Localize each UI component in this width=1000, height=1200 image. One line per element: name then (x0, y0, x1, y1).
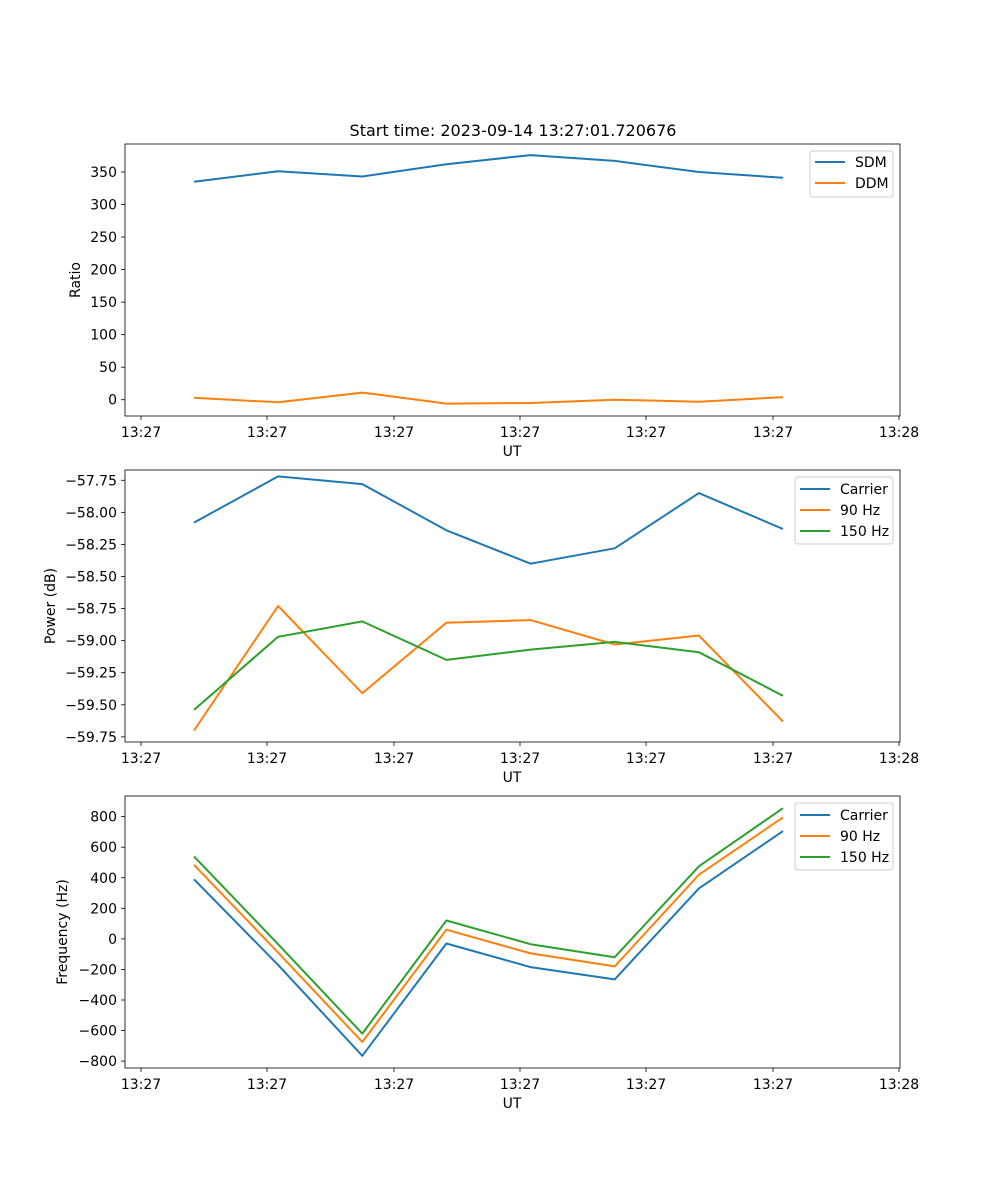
x-tick-label: 13:27 (753, 425, 793, 441)
x-tick-label: 13:27 (121, 1077, 161, 1093)
y-tick-label: −57.75 (65, 473, 117, 489)
ratio-chart-xlabel: UT (503, 444, 522, 460)
x-tick-label: 13:27 (374, 425, 414, 441)
x-tick-label: 13:27 (626, 1077, 666, 1093)
frequency-chart-ylabel: Frequency (Hz) (55, 879, 71, 985)
y-tick-label: −200 (79, 962, 117, 978)
series-line-90-hz (193, 816, 784, 1043)
frequency-chart-x-ticks: 13:27 13:27 13:27 13:27 13:27 13:27 13:2… (121, 1068, 919, 1093)
power-chart-series (193, 475, 784, 732)
ratio-chart-frame (124, 143, 901, 417)
x-tick-label: 13:27 (626, 425, 666, 441)
y-tick-label: 350 (90, 165, 117, 181)
frequency-chart-legend: Carrier 90 Hz 150 Hz (794, 802, 894, 871)
x-tick-label: 13:27 (626, 751, 666, 767)
y-tick-label: −59.00 (65, 634, 117, 650)
legend-label-carrier: Carrier (840, 482, 888, 498)
series-line-sdm (193, 154, 784, 183)
legend-label-150hz: 150 Hz (840, 524, 889, 540)
x-tick-label: 13:27 (247, 751, 287, 767)
y-tick-label: 600 (90, 840, 117, 856)
y-tick-label: −58.25 (65, 537, 117, 553)
legend-box (794, 802, 894, 871)
ratio-chart-legend: SDM DDM (809, 150, 894, 198)
legend-label-sdm: SDM (855, 155, 887, 171)
series-line-150-hz (193, 620, 784, 711)
y-tick-label: 250 (90, 230, 117, 246)
ratio-chart-y-ticks: 0 50 100 150 200 250 300 350 (90, 165, 125, 409)
ratio-chart-ylabel: Ratio (68, 262, 84, 298)
power-chart-y-ticks: −59.75 −59.50 −59.25 −59.00 −58.75 −58.50 −58.… (65, 473, 125, 746)
y-tick-label: 800 (90, 810, 117, 826)
power-chart-ylabel: Power (dB) (43, 568, 59, 644)
y-tick-label: −58.75 (65, 602, 117, 618)
x-tick-label: 13:27 (374, 751, 414, 767)
figure-title: Start time: 2023-09-14 13:27:01.720676 (350, 121, 677, 140)
power-chart-x-ticks: 13:27 13:27 13:27 13:27 13:27 13:27 13:2… (121, 742, 919, 767)
x-tick-label: 13:28 (879, 1077, 919, 1093)
y-tick-label: 400 (90, 871, 117, 887)
power-chart-xlabel: UT (503, 770, 522, 786)
y-tick-label: 150 (90, 295, 117, 311)
legend-label-150hz: 150 Hz (840, 850, 889, 866)
series-line-ddm (193, 391, 784, 405)
frequency-chart-y-ticks: −800 −600 −400 −200 0 200 400 600 800 (79, 810, 125, 1070)
y-tick-label: −59.25 (65, 666, 117, 682)
legend-label-90hz: 90 Hz (840, 503, 880, 519)
x-tick-label: 13:27 (500, 1077, 540, 1093)
x-tick-label: 13:28 (879, 425, 919, 441)
y-tick-label: 0 (108, 393, 117, 409)
y-tick-label: −58.00 (65, 505, 117, 521)
x-tick-label: 13:27 (753, 1077, 793, 1093)
frequency-chart: 13:27 13:27 13:27 13:27 13:27 13:27 13:2… (55, 795, 919, 1112)
frequency-chart-xlabel: UT (503, 1096, 522, 1112)
x-tick-label: 13:27 (500, 751, 540, 767)
y-tick-label: −600 (79, 1024, 117, 1040)
y-tick-label: −59.50 (65, 698, 117, 714)
x-tick-label: 13:27 (753, 751, 793, 767)
y-tick-label: 100 (90, 328, 117, 344)
y-tick-label: −58.50 (65, 569, 117, 585)
legend-label-carrier: Carrier (840, 808, 888, 824)
y-tick-label: −800 (79, 1054, 117, 1070)
x-tick-label: 13:27 (500, 425, 540, 441)
legend-label-ddm: DDM (855, 176, 889, 192)
x-tick-label: 13:27 (247, 1077, 287, 1093)
y-tick-label: −400 (79, 993, 117, 1009)
x-tick-label: 13:27 (121, 425, 161, 441)
power-chart: 13:27 13:27 13:27 13:27 13:27 13:27 13:2… (43, 469, 919, 786)
y-tick-label: −59.75 (65, 730, 117, 746)
ratio-chart: 13:27 13:27 13:27 13:27 13:27 13:27 13:2… (68, 143, 919, 460)
frequency-chart-series (193, 807, 784, 1057)
x-tick-label: 13:27 (374, 1077, 414, 1093)
y-tick-label: 300 (90, 198, 117, 214)
y-tick-label: 0 (108, 932, 117, 948)
ratio-chart-series (193, 154, 784, 405)
legend-label-90hz: 90 Hz (840, 829, 880, 845)
power-chart-frame (124, 469, 901, 743)
series-line-90-hz (193, 605, 784, 732)
x-tick-label: 13:27 (121, 751, 161, 767)
x-tick-label: 13:27 (247, 425, 287, 441)
series-line-carrier (193, 830, 784, 1057)
legend-box (794, 476, 894, 545)
x-tick-label: 13:28 (879, 751, 919, 767)
y-tick-label: 200 (90, 263, 117, 279)
y-tick-label: 200 (90, 901, 117, 917)
y-tick-label: 50 (99, 360, 117, 376)
series-line-carrier (193, 475, 784, 565)
ratio-chart-x-ticks: 13:27 13:27 13:27 13:27 13:27 13:27 13:2… (121, 416, 919, 441)
power-chart-legend: Carrier 90 Hz 150 Hz (794, 476, 894, 545)
frequency-chart-frame (124, 795, 901, 1069)
series-line-150-hz (193, 807, 784, 1035)
